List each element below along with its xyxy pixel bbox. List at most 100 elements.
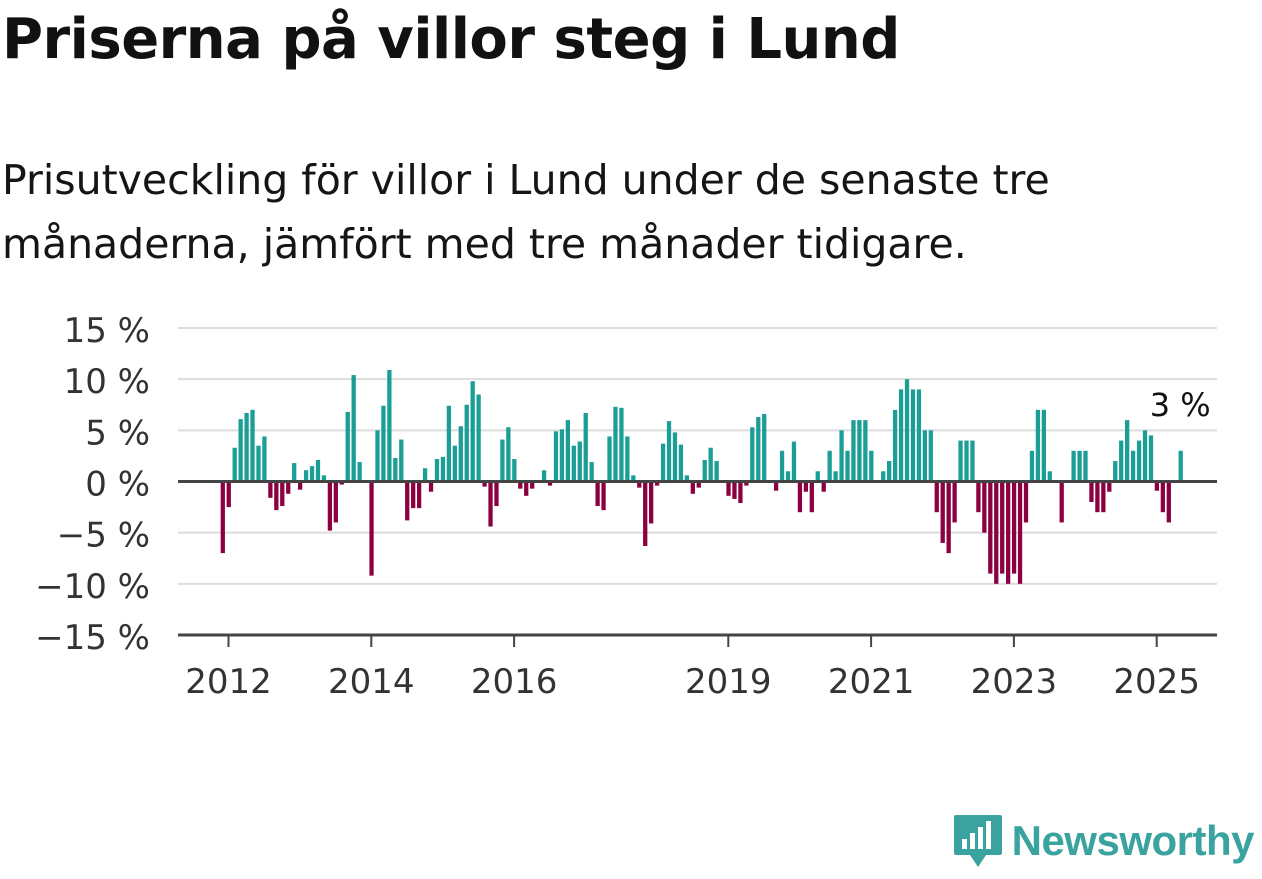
bar-negative [1154, 481, 1160, 491]
bar-positive [321, 475, 327, 482]
bar-positive [553, 431, 559, 482]
bar-positive [827, 450, 832, 482]
bar-positive [619, 407, 624, 482]
bar-positive [607, 436, 612, 482]
y-tick-label: −15 % [35, 618, 150, 658]
bar-positive [238, 419, 243, 482]
bar-positive [541, 470, 547, 482]
bar-positive [387, 369, 392, 482]
bar-positive [916, 389, 922, 482]
bar-positive [244, 412, 249, 482]
bar-negative [297, 481, 303, 490]
x-tick-label: 2012 [185, 662, 272, 702]
bar-negative [494, 481, 499, 507]
bar-negative [821, 481, 826, 492]
bar-positive [458, 426, 463, 482]
bar-positive [922, 430, 927, 482]
bar-positive [791, 441, 797, 482]
bar-positive [1047, 471, 1052, 482]
bar-positive [476, 394, 481, 482]
bar-negative [732, 481, 737, 499]
bar-positive [512, 458, 517, 482]
bar-positive [714, 461, 719, 482]
bar-positive [750, 427, 755, 482]
y-tick-label: 10 % [64, 362, 150, 402]
bar-positive [565, 420, 571, 482]
bar-negative [1023, 481, 1029, 523]
bar-negative [726, 481, 731, 496]
bar-positive [631, 475, 636, 482]
bar-positive [470, 381, 475, 482]
bar-negative [934, 481, 939, 513]
bar-negative [946, 481, 951, 554]
bar-positive [910, 389, 916, 482]
y-tick-label: 5 % [85, 413, 150, 453]
bar-negative [286, 481, 291, 494]
bar-positive [815, 471, 820, 482]
bar-negative [803, 481, 808, 492]
bar-positive [250, 409, 255, 482]
x-tick-label: 2019 [685, 662, 772, 702]
bar-positive [1041, 409, 1046, 482]
bar-positive [452, 445, 457, 482]
bar-positive [1113, 461, 1118, 482]
bar-positive [785, 471, 791, 482]
bar-negative [738, 481, 743, 503]
brand-name: Newsworthy [1011, 817, 1255, 864]
bar-negative [994, 481, 999, 584]
bar-positive [571, 445, 576, 482]
bar-negative [416, 481, 422, 509]
bar-positive [857, 420, 862, 482]
bar-negative [1160, 481, 1165, 513]
bar-positive [964, 440, 969, 482]
bar-positive [928, 430, 933, 482]
bar-positive [375, 430, 380, 482]
bar-positive [399, 439, 404, 482]
annotation-label: 3 % [1150, 386, 1211, 424]
x-tick-label: 2023 [971, 662, 1058, 702]
bar-negative [982, 481, 987, 533]
bar-positive [666, 421, 672, 482]
bar-negative [1006, 481, 1011, 584]
bar-positive [506, 427, 511, 482]
bar-negative [1089, 481, 1094, 502]
bar-positive [970, 440, 975, 482]
bar-positive [881, 471, 886, 482]
bar-positive [863, 420, 868, 482]
bar-positive [434, 458, 440, 482]
bar-negative [280, 481, 285, 507]
x-tick-label: 2014 [328, 662, 415, 702]
bar-negative [601, 481, 606, 511]
bar-positive [1083, 450, 1088, 482]
bar-negative [637, 481, 642, 488]
bar-positive [839, 430, 844, 482]
bar-positive [381, 405, 386, 482]
bar-negative [1166, 481, 1171, 523]
bar-negative [1011, 481, 1017, 574]
bar-negative [1059, 481, 1064, 523]
bar-negative [809, 481, 814, 513]
bar-positive [887, 461, 892, 482]
bar-positive [232, 447, 237, 482]
y-tick-label: 0 % [85, 465, 150, 505]
bar-negative [547, 481, 553, 486]
chart-subtitle: Prisutveckling för villor i Lund under d… [2, 156, 1050, 268]
bar-negative [797, 481, 803, 513]
bar-negative [654, 481, 660, 486]
x-tick-label: 2025 [1113, 662, 1200, 702]
x-tick-label: 2021 [828, 662, 915, 702]
bar-positive [393, 457, 398, 482]
bar-positive [898, 389, 904, 482]
bar-negative [268, 481, 273, 498]
bar-positive [292, 463, 297, 482]
bar-positive [446, 405, 452, 482]
newsworthy-logo-icon [953, 815, 1002, 867]
bar-positive [613, 406, 618, 482]
bar-positive [625, 436, 630, 482]
bar-positive [256, 445, 261, 482]
bar-positive [1178, 450, 1183, 482]
bar-negative [518, 481, 523, 489]
bar-positive [660, 443, 666, 482]
bar-positive [589, 462, 594, 482]
bar-positive [422, 468, 428, 482]
